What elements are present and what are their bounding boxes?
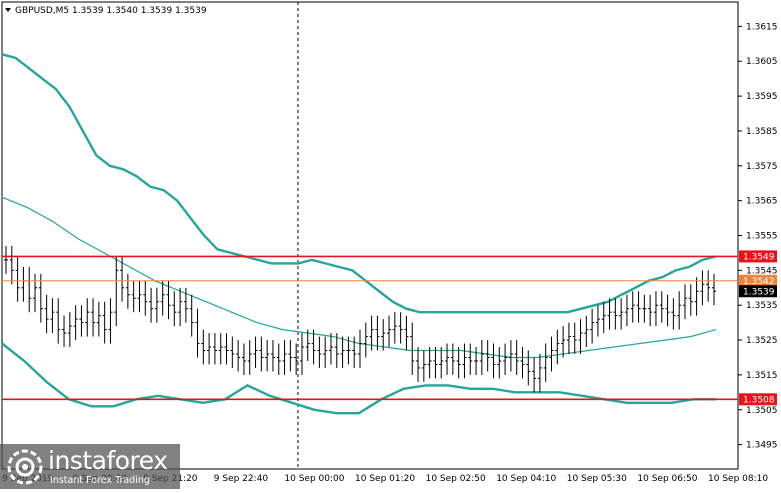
x-tick-label: 10 Sep 02:50 — [426, 474, 486, 484]
y-tick-label: 1.3505 — [746, 406, 778, 416]
instaforex-watermark: instaforex Instant Forex Trading — [0, 444, 180, 489]
y-tick-label: 1.3535 — [746, 301, 778, 311]
price-level-tag-label: 1.3549 — [743, 252, 775, 262]
y-tick-label: 1.3565 — [746, 197, 778, 207]
y-tick-label: 1.3545 — [746, 266, 778, 276]
indicator-line — [1, 342, 716, 415]
current-price-tag — [739, 285, 777, 298]
chart-menu-triangle-icon — [5, 8, 11, 12]
watermark-tagline: Instant Forex Trading — [50, 475, 150, 486]
price-level-tag-label: 1.3542 — [743, 277, 775, 287]
x-tick-label: 10 Sep 08:10 — [708, 474, 768, 484]
y-tick-label: 1.3585 — [746, 127, 778, 137]
price-level-tag — [739, 393, 777, 406]
x-tick-label: 10 Sep 06:50 — [637, 474, 697, 484]
x-tick-label: 10 Sep 04:10 — [496, 474, 556, 484]
y-tick-label: 1.3575 — [746, 162, 778, 172]
y-tick-label: 1.3595 — [746, 92, 778, 102]
current-price-tag-label: 1.3539 — [743, 287, 775, 297]
price-level-tag — [739, 274, 777, 287]
x-tick-label: 9 Sep 22:40 — [214, 474, 269, 484]
y-tick-label: 1.3615 — [746, 22, 778, 32]
chart-header-readout: GBPUSD,M5 1.3539 1.3540 1.3539 1.3539 — [15, 6, 207, 16]
price-level-tag-label: 1.3508 — [743, 395, 775, 405]
y-tick-label: 1.3515 — [746, 371, 778, 381]
x-tick-label: 10 Sep 01:20 — [355, 474, 415, 484]
x-tick-label: 10 Sep 05:30 — [567, 474, 627, 484]
indicator-line — [1, 53, 717, 314]
price-level-tag — [739, 250, 777, 263]
indicator-line — [1, 196, 717, 359]
watermark-brand: instaforex — [48, 446, 168, 475]
y-tick-label: 1.3555 — [746, 232, 778, 242]
y-tick-label: 1.3525 — [746, 336, 778, 346]
instaforex-logo-icon — [7, 449, 43, 485]
x-tick-label: 10 Sep 00:00 — [284, 474, 344, 484]
y-tick-label: 1.3605 — [746, 57, 778, 67]
y-tick-label: 1.3495 — [746, 441, 778, 451]
